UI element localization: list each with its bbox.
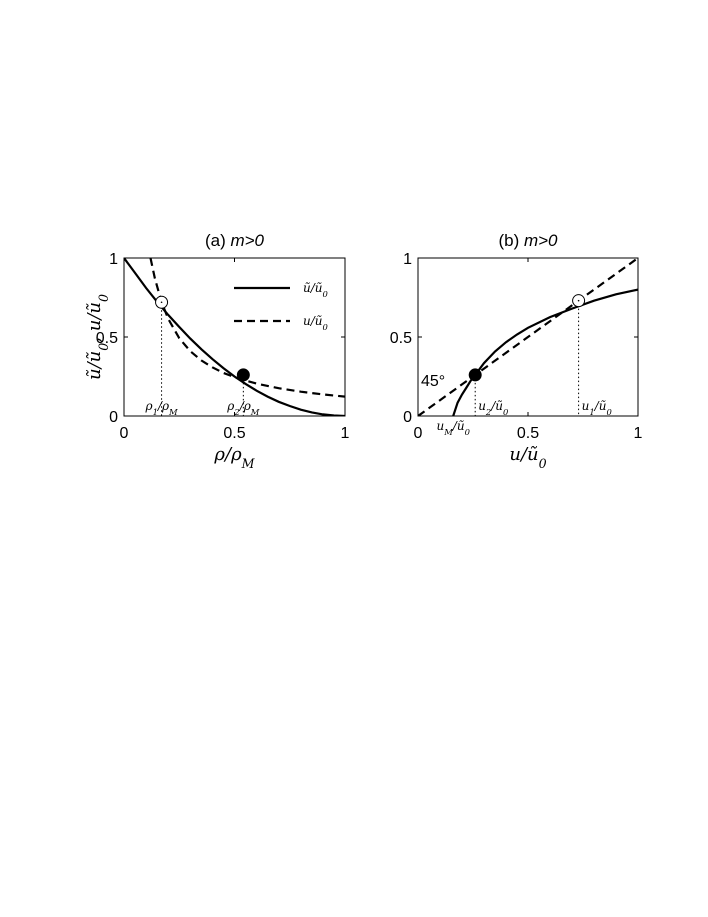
- legend-label: ũ/ũ0: [303, 281, 329, 299]
- x-tick-label: 0: [120, 425, 129, 442]
- x-tick-label: 1: [634, 425, 643, 442]
- y-tick-label: 1: [403, 251, 412, 268]
- series-solid-line: [452, 288, 638, 416]
- chart-title: (b) m>0: [498, 231, 558, 250]
- series-group: [418, 258, 638, 416]
- panel-a: 0 0.5 1 0 0.5 1 (a) m>0 ρ/ρM ũ/ũ0, u/ũ0 ρ1/ρM ρ2/ρ…: [84, 231, 350, 471]
- legend-label: u/ũ0: [303, 314, 329, 332]
- panel-b: 0 0.5 1 0 0.5 1 (b) m>0 u/ũ0 u2/ũ0 u1/ũ0 45° uM/ũ0: [390, 231, 643, 471]
- intersection-filled-point: [468, 368, 482, 382]
- marker-label: u2/ũ0: [478, 399, 509, 417]
- open-point-dot: [160, 301, 163, 304]
- y-axis-label: ũ/ũ0, u/ũ0: [84, 294, 111, 380]
- y-tick-label: 0: [109, 409, 118, 426]
- x-tick-label: 1: [341, 425, 350, 442]
- open-point-dot: [577, 299, 580, 302]
- series-dashed-line: [418, 258, 638, 416]
- marker-label: u1/ũ0: [582, 399, 613, 417]
- x-axis-label: ρ/ρM: [213, 444, 255, 471]
- y-tick-label: 0: [403, 409, 412, 426]
- series-dashed-line: [149, 258, 345, 398]
- x-intercept-label: uM/ũ0: [436, 419, 470, 437]
- marker-label: ρ1/ρM: [145, 399, 179, 417]
- legend: ũ/ũ0 u/ũ0: [234, 281, 329, 332]
- y-tick-label: 0.5: [390, 330, 412, 347]
- intersection-filled-point: [236, 368, 250, 382]
- marker-label: ρ2/ρM: [226, 399, 260, 417]
- x-axis-label: u/ũ0: [509, 444, 546, 471]
- y-tick-label: 0.5: [96, 330, 118, 347]
- y-tick-label: 1: [109, 251, 118, 268]
- chart-title: (a) m>0: [205, 231, 265, 250]
- x-tick-label: 0: [414, 425, 423, 442]
- x-tick-label: 0.5: [223, 425, 245, 442]
- x-tick-label: 0.5: [517, 425, 539, 442]
- angle-annotation: 45°: [421, 373, 445, 390]
